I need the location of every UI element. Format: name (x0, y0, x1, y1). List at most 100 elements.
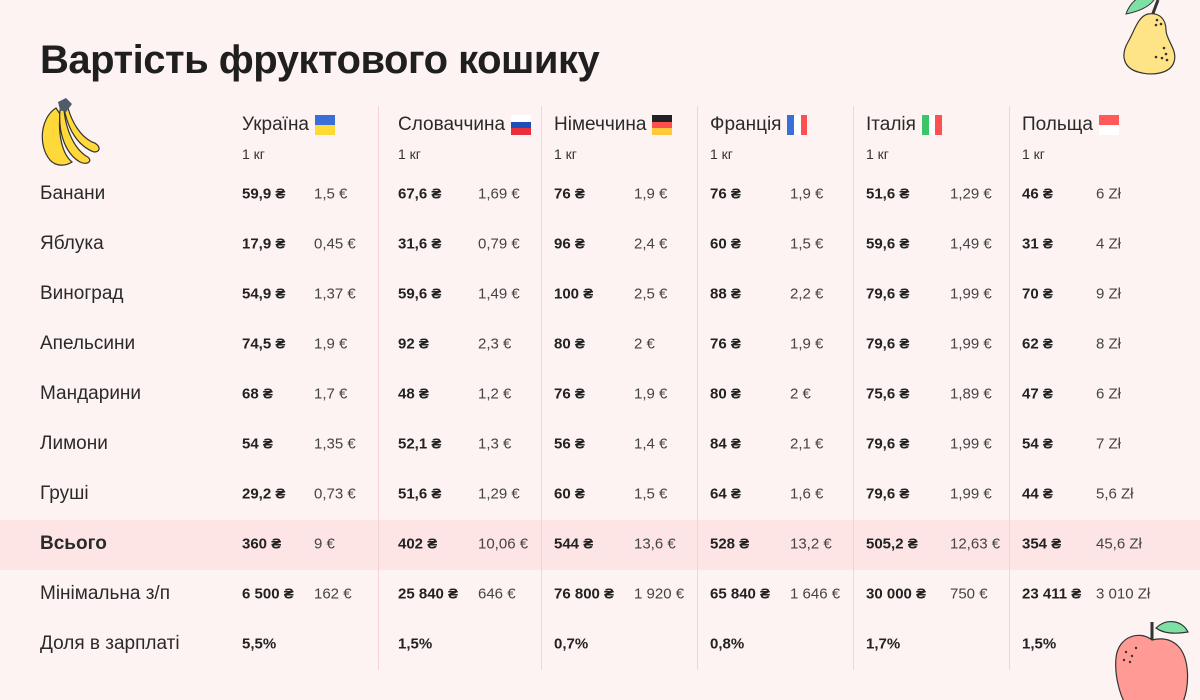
uah-value: 17,9 ₴ (242, 235, 286, 253)
column-divider (378, 106, 379, 670)
uah-value: 60 ₴ (710, 235, 741, 253)
foreign-value: 1 920 € (634, 585, 685, 603)
uah-value: 76 ₴ (710, 185, 741, 203)
row-label: Лимони (40, 433, 108, 454)
foreign-value: 2,4 € (634, 235, 668, 253)
banana-icon (41, 98, 100, 166)
country-name: Франція (710, 114, 782, 135)
uah-value: 47 ₴ (1022, 385, 1053, 403)
uah-value: 74,5 ₴ (242, 335, 286, 353)
uah-value: 76 ₴ (554, 185, 585, 203)
row-label: Доля в зарплаті (40, 633, 180, 654)
foreign-value: 2 € (790, 385, 811, 403)
uah-value: 84 ₴ (710, 435, 741, 453)
foreign-value: 1,6 € (790, 485, 824, 503)
uah-value: 68 ₴ (242, 385, 273, 403)
foreign-value: 4 Zł (1096, 235, 1122, 253)
foreign-value: 1,9 € (634, 385, 668, 403)
uah-value: 56 ₴ (554, 435, 585, 453)
row-label: Груші (40, 483, 89, 504)
column-divider (853, 106, 854, 670)
row-label: Всього (40, 533, 107, 554)
foreign-value: 1,2 € (478, 385, 512, 403)
uah-value: 51,6 ₴ (866, 185, 910, 203)
foreign-value: 1,5 € (314, 185, 348, 203)
uah-value: 25 840 ₴ (398, 585, 459, 603)
foreign-value: 1,49 € (950, 235, 992, 253)
country-header: Польща (1022, 114, 1119, 136)
uah-value: 79,6 ₴ (866, 335, 910, 353)
uah-value: 76 ₴ (554, 385, 585, 403)
country-header: Німеччина (554, 114, 673, 136)
foreign-value: 1,4 € (634, 435, 668, 453)
foreign-value: 1,49 € (478, 285, 520, 303)
uah-value: 80 ₴ (710, 385, 741, 403)
uah-value: 0,7% (554, 635, 589, 653)
foreign-value: 0,45 € (314, 235, 356, 253)
foreign-value: 1,9 € (634, 185, 668, 203)
foreign-value: 1,7 € (314, 385, 348, 403)
foreign-value: 2,1 € (790, 435, 824, 453)
uah-value: 528 ₴ (710, 535, 750, 553)
foreign-value: 5,6 Zł (1096, 485, 1134, 503)
uah-value: 1,5% (398, 635, 433, 653)
uah-value: 402 ₴ (398, 535, 438, 553)
flag-icon (921, 115, 942, 135)
foreign-value: 13,2 € (790, 535, 832, 553)
foreign-value: 1,99 € (950, 335, 992, 353)
uah-value: 1,7% (866, 635, 901, 653)
foreign-value: 1,29 € (950, 185, 992, 203)
pear-icon (1123, 0, 1176, 75)
uah-value: 65 840 ₴ (710, 585, 771, 603)
foreign-value: 9 € (314, 535, 335, 553)
foreign-value: 1,5 € (790, 235, 824, 253)
uah-value: 505,2 ₴ (866, 535, 918, 553)
uah-value: 44 ₴ (1022, 485, 1053, 503)
uah-value: 1,5% (1022, 635, 1057, 653)
row-label: Мінімальна з/п (40, 583, 170, 604)
foreign-value: 2,2 € (790, 285, 824, 303)
apple-icon (1115, 621, 1189, 700)
foreign-value: 7 Zł (1096, 435, 1122, 453)
foreign-value: 0,79 € (478, 235, 520, 253)
foreign-value: 6 Zł (1096, 385, 1122, 403)
column-divider (697, 106, 698, 670)
foreign-value: 1,99 € (950, 435, 992, 453)
uah-value: 48 ₴ (398, 385, 429, 403)
unit-label: 1 кг (710, 146, 733, 162)
foreign-value: 45,6 Zł (1096, 535, 1142, 553)
uah-value: 100 ₴ (554, 285, 594, 303)
uah-value: 5,5% (242, 635, 277, 653)
flag-icon (652, 115, 673, 135)
country-name: Італія (866, 114, 916, 135)
total-row-highlight (0, 520, 1200, 570)
uah-value: 79,6 ₴ (866, 285, 910, 303)
uah-value: 29,2 ₴ (242, 485, 286, 503)
uah-value: 544 ₴ (554, 535, 594, 553)
foreign-value: 8 Zł (1096, 335, 1122, 353)
foreign-value: 2,3 € (478, 335, 512, 353)
unit-label: 1 кг (398, 146, 421, 162)
foreign-value: 13,6 € (634, 535, 676, 553)
row-label: Мандарини (40, 383, 142, 404)
column-divider (541, 106, 542, 670)
uah-value: 46 ₴ (1022, 185, 1053, 203)
country-header: Франція (710, 114, 808, 136)
uah-value: 54,9 ₴ (242, 285, 286, 303)
unit-label: 1 кг (242, 146, 265, 162)
uah-value: 31,6 ₴ (398, 235, 442, 253)
flag-icon (1099, 115, 1119, 135)
foreign-value: 3 010 Zł (1096, 585, 1151, 603)
uah-value: 96 ₴ (554, 235, 585, 253)
foreign-value: 9 Zł (1096, 285, 1122, 303)
uah-value: 52,1 ₴ (398, 435, 442, 453)
uah-value: 354 ₴ (1022, 535, 1062, 553)
flag-icon (315, 115, 336, 135)
foreign-value: 0,73 € (314, 485, 356, 503)
uah-value: 76 ₴ (710, 335, 741, 353)
foreign-value: 10,06 € (478, 535, 529, 553)
page-title: Вартість фруктового кошику (40, 38, 600, 82)
uah-value: 23 411 ₴ (1022, 585, 1082, 603)
foreign-value: 1,37 € (314, 285, 356, 303)
uah-value: 64 ₴ (710, 485, 741, 503)
